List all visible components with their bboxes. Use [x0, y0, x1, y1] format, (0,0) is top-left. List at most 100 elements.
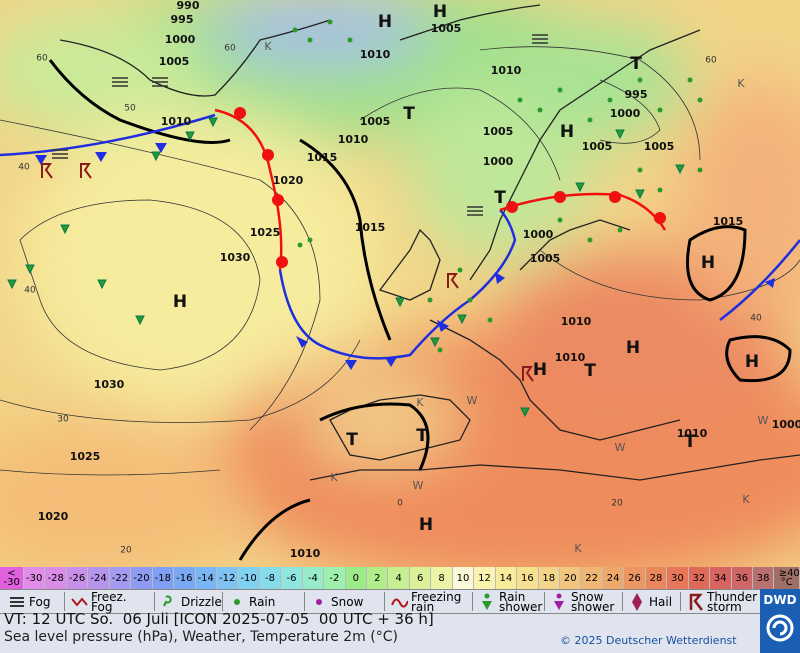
weather-symbols [7, 19, 703, 418]
rain-symbol [687, 77, 693, 83]
weather-icon [71, 596, 88, 607]
weather-icon [10, 596, 24, 607]
pressure-system: H [173, 292, 187, 312]
scale-cell: 20 [560, 567, 582, 589]
weather-label: Drizzle [181, 594, 222, 609]
scale-cell: -14 [195, 567, 217, 589]
temperature-label: 50 [124, 104, 136, 114]
weather-icon [482, 593, 492, 610]
pressure-system: H [433, 2, 447, 22]
scale-label: -16 [176, 572, 193, 584]
weather-item: Fog [8, 590, 50, 613]
pressure-label: 1010 [491, 64, 522, 77]
scale-label: 4 [395, 572, 402, 584]
scale-cell: 8 [431, 567, 453, 589]
air-mass-marker: W [615, 441, 626, 454]
temperature-label: 40 [750, 314, 762, 324]
scale-label: -6 [286, 572, 297, 584]
thunder-symbol [80, 163, 92, 179]
temperature-label: 60 [705, 56, 717, 66]
pressure-system: H [419, 515, 433, 535]
pressure-label: 1025 [250, 226, 281, 239]
rain-symbol [437, 347, 443, 353]
weather-icon [316, 598, 322, 605]
rain-symbol [292, 27, 298, 33]
weather-label: Hail [649, 594, 673, 609]
weather-legend: Fog Freez. Fog Drizzle Rain Snow Freezing rai… [0, 589, 800, 614]
pressure-label: 1000 [483, 155, 514, 168]
scale-cell: -4 [302, 567, 325, 589]
rain-symbol [557, 87, 563, 93]
pressure-label: 1015 [355, 221, 386, 234]
pressure-label: 1025 [70, 450, 101, 463]
shower-symbol [457, 314, 467, 325]
scale-cell: -18 [152, 567, 175, 589]
air-mass-marker: W [413, 479, 424, 492]
pressure-label: 1000 [165, 33, 196, 46]
pressure-label: 1005 [431, 22, 462, 35]
scale-cell: 16 [517, 567, 539, 589]
weather-label: Thunder storm [707, 589, 758, 614]
scale-cell: -30 [24, 567, 46, 589]
scale-label: -14 [197, 572, 214, 584]
air-mass-marker: K [330, 471, 338, 484]
scale-label: 16 [520, 572, 534, 584]
pressure-label: 1015 [713, 215, 744, 228]
air-mass-marker: K [742, 493, 750, 506]
scale-label: 6 [416, 572, 424, 584]
separator [472, 592, 473, 611]
shower-symbol [97, 279, 107, 290]
scale-label: -4 [307, 572, 318, 584]
scale-cell: 6 [409, 567, 432, 589]
scale-cell: -2 [324, 567, 346, 589]
air-mass-marker: K [264, 40, 272, 53]
pressure-label: 1005 [582, 140, 613, 153]
separator [680, 592, 681, 611]
weather-item: Freez. Fog [70, 590, 131, 613]
scale-cell: -28 [45, 567, 67, 589]
shower-symbol [430, 337, 440, 348]
rain-symbol [657, 107, 663, 113]
rain-symbol [617, 227, 623, 233]
pressure-label: 1000 [523, 228, 554, 241]
rain-symbol [427, 297, 433, 303]
weather-label: Freez. Fog [91, 589, 127, 614]
scale-cell: -22 [109, 567, 132, 589]
weather-item: Freezing rain [390, 590, 461, 613]
temperature-label: 40 [18, 163, 30, 173]
scale-label: 28 [649, 572, 663, 584]
rain-symbol [517, 97, 523, 103]
air-mass-marker: W [758, 414, 769, 427]
description: Sea level pressure (hPa), Weather, Tempe… [4, 629, 398, 645]
scale-label: < -30 [3, 568, 20, 588]
pressure-label: 1030 [94, 378, 125, 391]
scale-cell: ≥40 °C [774, 567, 800, 589]
scale-cell: 18 [538, 567, 560, 589]
pressure-label: 1020 [273, 174, 304, 187]
rain-symbol [697, 97, 703, 103]
pressure-system: T [494, 188, 506, 208]
scale-cell: 26 [624, 567, 646, 589]
separator [222, 592, 223, 611]
pressure-label: 1010 [338, 133, 369, 146]
temperature-label: 0 [397, 499, 403, 509]
rain-symbol [587, 117, 593, 123]
scale-label: -18 [154, 572, 172, 584]
logo-icon [766, 614, 794, 642]
background [0, 0, 800, 567]
pressure-label: 1010 [290, 547, 321, 560]
scale-cell: 34 [710, 567, 732, 589]
scale-cell: 38 [752, 567, 775, 589]
isobars [0, 46, 800, 476]
scale-cell: 2 [367, 567, 389, 589]
scale-cell: 10 [452, 567, 475, 589]
thunder-symbol [41, 163, 53, 179]
weather-item: Hail [628, 590, 672, 613]
scale-label: 0 [352, 572, 359, 584]
pressure-label: 1005 [360, 115, 391, 128]
weather-icon [163, 595, 172, 606]
scale-cell: -12 [216, 567, 239, 589]
